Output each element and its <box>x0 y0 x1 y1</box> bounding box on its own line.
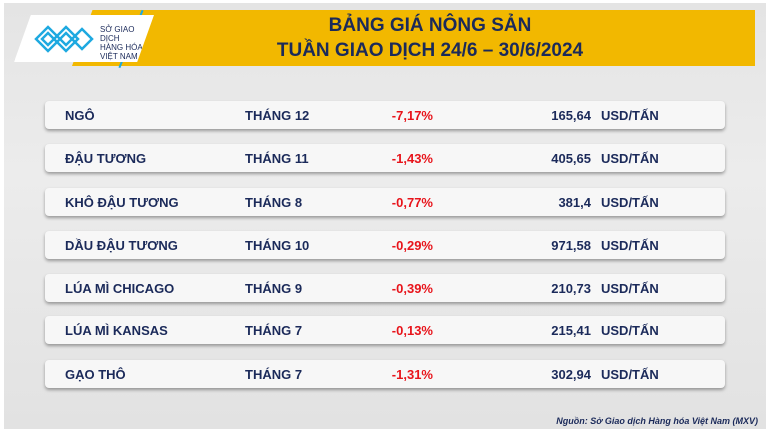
price-unit: USD/TẤN <box>601 238 659 253</box>
commodity-name: GẠO THÔ <box>65 367 126 382</box>
price-value: 381,4 <box>558 195 591 210</box>
price-value: 165,64 <box>551 108 591 123</box>
price-change: -0,77% <box>391 195 433 210</box>
price-change: -0,29% <box>391 238 433 253</box>
source-note: Nguồn: Sở Giao dịch Hàng hóa Việt Nam (M… <box>556 416 758 426</box>
logo-text-line: SỞ GIAO DỊCH <box>100 25 135 43</box>
price-row: LÚA MÌ CHICAGO THÁNG 9 -0,39% 210,73 USD/TẤN <box>45 274 725 302</box>
contract-month: THÁNG 7 <box>245 323 303 338</box>
contract-month: THÁNG 11 <box>245 151 309 166</box>
price-row: ĐẬU TƯƠNG THÁNG 11 -1,43% 405,65 USD/TẤN <box>45 144 725 172</box>
contract-month: THÁNG 10 <box>245 238 310 253</box>
commodity-name: NGÔ <box>65 108 95 123</box>
price-row: LÚA MÌ KANSAS THÁNG 7 -0,13% 215,41 USD/TẤN <box>45 316 725 344</box>
commodity-name: LÚA MÌ CHICAGO <box>65 281 175 296</box>
commodity-name: DẦU ĐẬU TƯƠNG <box>65 238 178 253</box>
commodity-name: ĐẬU TƯƠNG <box>65 151 147 166</box>
price-row: DẦU ĐẬU TƯƠNG THÁNG 10 -0,29% 971,58 USD/TẤN <box>45 231 725 259</box>
price-row: KHÔ ĐẬU TƯƠNG THÁNG 8 -0,77% 381,4 USD/TẤN <box>45 188 725 216</box>
page-title: BẢNG GIÁ NÔNG SẢN TUẦN GIAO DỊCH 24/6 – … <box>190 13 670 63</box>
price-unit: USD/TẤN <box>601 151 659 166</box>
commodity-name: KHÔ ĐẬU TƯƠNG <box>65 195 179 210</box>
mxv-logo: SỞ GIAO DỊCH HÀNG HÓA VIỆT NAM <box>14 15 154 62</box>
title-line-1: BẢNG GIÁ NÔNG SẢN <box>328 15 532 36</box>
contract-month: THÁNG 8 <box>245 195 303 210</box>
price-unit: USD/TẤN <box>601 108 659 123</box>
contract-month: THÁNG 12 <box>245 108 310 123</box>
price-value: 971,58 <box>551 238 591 253</box>
price-value: 302,94 <box>551 367 591 382</box>
price-unit: USD/TẤN <box>601 323 659 338</box>
price-change: -1,31% <box>391 367 433 382</box>
price-unit: USD/TẤN <box>601 195 659 210</box>
price-change: -0,13% <box>391 323 433 338</box>
price-unit: USD/TẤN <box>601 367 659 382</box>
price-row: NGÔ THÁNG 12 -7,17% 165,64 USD/TẤN <box>45 101 725 129</box>
price-value: 210,73 <box>551 281 591 296</box>
price-change: -7,17% <box>391 108 433 123</box>
title-banner <box>72 10 755 66</box>
mxv-logo-icon <box>34 25 94 53</box>
price-change: -1,43% <box>391 151 433 166</box>
logo-text-line: VIỆT NAM <box>100 52 138 61</box>
logo-text-line: HÀNG HÓA <box>100 43 143 52</box>
price-unit: USD/TẤN <box>601 281 659 296</box>
background <box>4 3 766 429</box>
title-line-2: TUẦN GIAO DỊCH 24/6 – 30/6/2024 <box>276 40 584 61</box>
contract-month: THÁNG 9 <box>245 281 303 296</box>
contract-month: THÁNG 7 <box>245 367 303 382</box>
price-row: GẠO THÔ THÁNG 7 -1,31% 302,94 USD/TẤN <box>45 360 725 388</box>
price-value: 405,65 <box>551 151 591 166</box>
price-change: -0,39% <box>391 281 433 296</box>
commodity-name: LÚA MÌ KANSAS <box>65 323 168 338</box>
price-value: 215,41 <box>551 323 591 338</box>
